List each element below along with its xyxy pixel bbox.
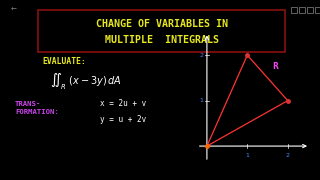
Text: EVALUATE:: EVALUATE: [42, 57, 86, 66]
Text: 2: 2 [200, 53, 204, 58]
Text: $\iint_R$ $(x-3y)\,dA$: $\iint_R$ $(x-3y)\,dA$ [50, 72, 122, 92]
Bar [307, 7, 313, 13]
Text: 2: 2 [286, 153, 290, 158]
Bar [315, 7, 320, 13]
Bar [291, 7, 297, 13]
Text: MULTIPLE  INTEGRALS: MULTIPLE INTEGRALS [105, 35, 219, 45]
Bar [299, 7, 305, 13]
Bar [38, 10, 285, 52]
Text: 1: 1 [200, 98, 204, 103]
Text: y = u + 2v: y = u + 2v [100, 116, 146, 125]
Text: ←: ← [11, 7, 17, 13]
Text: x = 2u + v: x = 2u + v [100, 98, 146, 107]
Text: CHANGE OF VARIABLES IN: CHANGE OF VARIABLES IN [96, 19, 228, 29]
Text: R: R [272, 62, 278, 71]
Text: 1: 1 [245, 153, 249, 158]
Text: TRANS-
FORMATION:: TRANS- FORMATION: [15, 100, 59, 116]
